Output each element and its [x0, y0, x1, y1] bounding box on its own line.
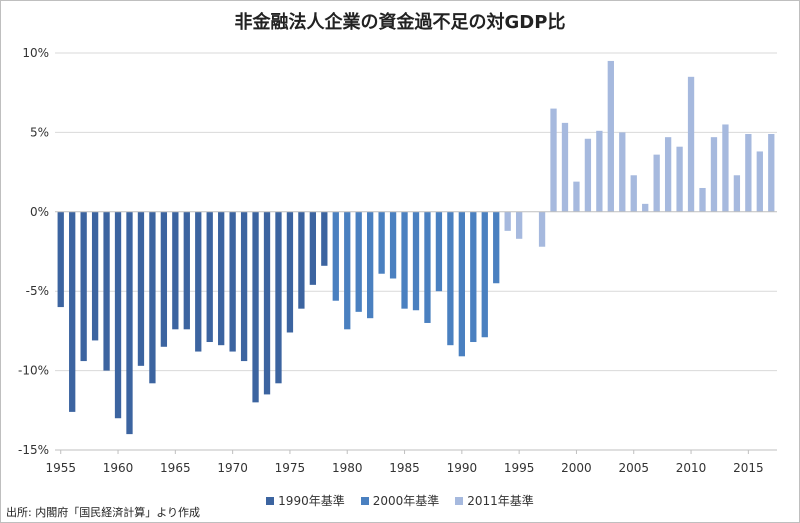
- bar: [756, 151, 763, 212]
- x-tick-label: 2005: [618, 461, 649, 475]
- bar: [515, 211, 523, 239]
- bar: [321, 211, 328, 266]
- bar: [57, 211, 64, 308]
- bar: [80, 211, 87, 362]
- bar: [172, 211, 179, 330]
- bar: [664, 137, 672, 212]
- y-tick-label: 0%: [30, 205, 49, 219]
- legend-item: 2000年基準: [360, 492, 440, 509]
- bar: [481, 211, 488, 338]
- bar: [103, 211, 110, 371]
- x-tick-label: 1955: [45, 461, 76, 475]
- bar: [722, 124, 729, 212]
- bar: [447, 211, 454, 346]
- bar: [573, 181, 580, 212]
- bar: [745, 133, 752, 212]
- bar: [710, 137, 718, 212]
- x-tick-label: 1960: [103, 461, 134, 475]
- bar: [218, 211, 225, 346]
- bar: [367, 211, 374, 319]
- bar: [389, 211, 397, 279]
- bar: [584, 138, 592, 212]
- bar: [412, 211, 420, 311]
- bar: [160, 211, 168, 347]
- bar: [355, 211, 362, 312]
- y-tick-label: -10%: [18, 364, 49, 378]
- bar: [69, 211, 76, 412]
- bar: [642, 203, 649, 212]
- chart-title: 非金融法人企業の資金過不足の対GDP比: [234, 12, 566, 33]
- bar: [149, 211, 156, 384]
- bar: [252, 211, 259, 403]
- bar: [401, 211, 408, 309]
- bar: [195, 211, 202, 352]
- y-tick-label: -15%: [18, 443, 49, 457]
- legend-swatch: [360, 497, 369, 505]
- legend-swatch: [266, 497, 275, 505]
- legend-swatch: [455, 497, 464, 505]
- x-tick-label: 2000: [561, 461, 592, 475]
- bar: [619, 132, 626, 212]
- bar: [229, 211, 236, 352]
- bar: [458, 211, 465, 357]
- x-tick-label: 2015: [733, 461, 764, 475]
- x-tick-label: 1970: [217, 461, 248, 475]
- bar: [91, 211, 99, 341]
- bar: [206, 211, 213, 343]
- bar: [183, 211, 190, 330]
- x-tick-label: 1990: [447, 461, 478, 475]
- bar: [114, 211, 122, 419]
- legend-label: 1990年基準: [278, 494, 345, 508]
- bar: [126, 211, 133, 435]
- bar: [733, 175, 741, 212]
- bar: [596, 130, 603, 212]
- bar: [687, 76, 695, 212]
- legend-item: 1990年基準: [266, 492, 345, 509]
- bar: [286, 211, 294, 333]
- bar: [275, 211, 282, 384]
- bar: [768, 133, 775, 212]
- bar: [309, 211, 317, 285]
- bar: [263, 211, 271, 395]
- bar: [653, 154, 660, 212]
- bar: [378, 211, 385, 274]
- y-tick-label: 5%: [30, 125, 49, 139]
- bar: [470, 211, 477, 343]
- legend-label: 2000年基準: [372, 494, 440, 508]
- chart-legend: 1990年基準 2000年基準 2011年基準: [0, 492, 800, 509]
- bar: [424, 211, 431, 323]
- x-tick-label: 1965: [160, 461, 191, 475]
- x-tick-label: 1975: [275, 461, 306, 475]
- bar: [504, 211, 511, 231]
- legend-label: 2011年基準: [467, 494, 534, 508]
- bar: [676, 146, 683, 212]
- bar: [344, 211, 351, 330]
- legend-item: 2011年基準: [455, 492, 534, 509]
- x-tick-label: 2010: [676, 461, 707, 475]
- x-tick-label: 1985: [389, 461, 420, 475]
- bar: [538, 211, 546, 247]
- bar: [435, 211, 443, 292]
- bar: [493, 211, 500, 284]
- bar: [550, 108, 557, 212]
- bar: [699, 187, 706, 212]
- x-tick-label: 1995: [504, 461, 535, 475]
- bar: [137, 211, 145, 366]
- bar: [607, 60, 614, 212]
- y-tick-label: -5%: [26, 284, 49, 298]
- bar: [561, 122, 569, 212]
- bar: [298, 211, 305, 309]
- source-note: 出所: 内閣府「国民経済計算」より作成: [6, 506, 200, 519]
- x-tick-label: 1980: [332, 461, 363, 475]
- bar: [332, 211, 339, 301]
- bar: [630, 175, 637, 212]
- bar: [240, 211, 248, 362]
- y-tick-label: 10%: [22, 46, 49, 60]
